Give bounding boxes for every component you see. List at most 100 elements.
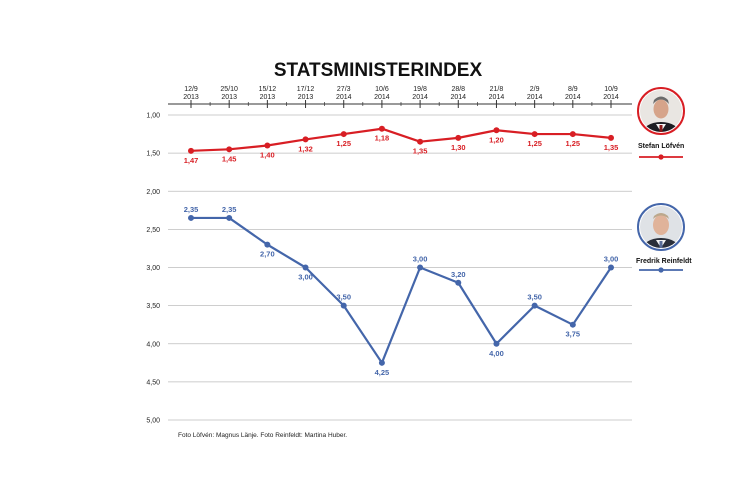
data-label: 3,50 bbox=[527, 293, 542, 302]
x-tick-label: 15/12 bbox=[259, 86, 277, 93]
data-label: 1,40 bbox=[260, 151, 275, 160]
x-tick-label-year: 2014 bbox=[489, 94, 505, 101]
y-tick-label: 5,00 bbox=[146, 418, 160, 425]
lofven-portrait bbox=[637, 87, 685, 135]
legend-label-lofven: Stefan Löfvén bbox=[638, 143, 684, 150]
x-tick-label-year: 2013 bbox=[298, 94, 314, 101]
data-point bbox=[493, 340, 500, 347]
series-line bbox=[191, 216, 612, 364]
data-point bbox=[226, 146, 233, 153]
data-label: 4,25 bbox=[375, 368, 390, 377]
data-point bbox=[531, 131, 538, 138]
x-tick-label-year: 2013 bbox=[183, 94, 199, 101]
y-tick-label: 4,50 bbox=[146, 379, 160, 386]
y-tick-label: 3,00 bbox=[146, 265, 160, 272]
data-point bbox=[569, 131, 576, 138]
data-point bbox=[264, 142, 271, 149]
x-axis: 12/9201325/10201315/12201317/12201327/32… bbox=[168, 86, 632, 108]
series-0: 1,47 1,45 1,40 1,32 1,25 1,18 1,35 1,30 1,20 1,25… bbox=[184, 125, 619, 165]
legend-marker-reinfeldt bbox=[658, 267, 664, 273]
legend-fredrik-reinfeldt: Fredrik Reinfeldt bbox=[636, 203, 692, 273]
data-label: 1,25 bbox=[566, 139, 581, 148]
x-tick-label: 10/6 bbox=[375, 86, 389, 93]
data-label: 1,45 bbox=[222, 154, 237, 163]
x-tick-label-year: 2013 bbox=[260, 94, 276, 101]
data-point bbox=[264, 241, 271, 248]
data-label: 3,20 bbox=[451, 270, 466, 279]
data-label: 1,32 bbox=[298, 144, 313, 153]
y-tick-label: 2,00 bbox=[146, 189, 160, 196]
data-point bbox=[340, 131, 347, 138]
data-label: 1,35 bbox=[604, 143, 619, 152]
x-tick-label: 17/12 bbox=[297, 86, 315, 93]
x-tick-label: 21/8 bbox=[490, 86, 504, 93]
data-point bbox=[608, 134, 614, 141]
x-tick-label-year: 2014 bbox=[374, 94, 390, 101]
y-tick-label: 1,50 bbox=[146, 151, 160, 158]
x-tick-label-year: 2013 bbox=[221, 94, 237, 101]
reinfeldt-portrait bbox=[637, 203, 685, 251]
x-tick-label: 2/9 bbox=[530, 86, 540, 93]
data-point bbox=[493, 127, 500, 134]
data-label: 3,00 bbox=[413, 255, 428, 264]
data-point bbox=[608, 264, 614, 271]
y-tick-label: 4,00 bbox=[146, 341, 160, 348]
data-label: 1,18 bbox=[375, 134, 390, 143]
grid-lines bbox=[168, 114, 632, 421]
chart-title: STATSMINISTERINDEX bbox=[274, 60, 483, 81]
data-label: 1,25 bbox=[336, 139, 351, 148]
x-tick-label: 25/10 bbox=[220, 86, 238, 93]
data-label: 1,25 bbox=[527, 139, 542, 148]
data-label: 1,30 bbox=[451, 143, 466, 152]
data-point bbox=[302, 264, 309, 271]
x-tick-label: 12/9 bbox=[184, 86, 198, 93]
y-tick-label: 3,50 bbox=[146, 303, 160, 310]
x-tick-label: 10/9 bbox=[604, 86, 618, 93]
data-label: 3,50 bbox=[336, 293, 351, 302]
x-tick-label-year: 2014 bbox=[527, 94, 543, 101]
data-label: 2,70 bbox=[260, 250, 275, 259]
x-tick-label-year: 2014 bbox=[565, 94, 581, 101]
data-point bbox=[455, 279, 462, 286]
data-point bbox=[378, 125, 385, 132]
legend-marker-lofven bbox=[658, 154, 664, 160]
data-point bbox=[569, 321, 576, 328]
data-label: 3,75 bbox=[566, 330, 581, 339]
data-label: 1,47 bbox=[184, 156, 199, 165]
y-axis: 1,00 1,50 2,00 2,50 3,00 3,50 4,00 4,50 5,00 bbox=[146, 113, 160, 425]
data-point bbox=[226, 214, 233, 221]
x-tick-label: 28/8 bbox=[451, 86, 465, 93]
legend-stefan-lofven: Stefan Löfvén bbox=[637, 87, 685, 160]
data-point bbox=[188, 147, 194, 154]
data-point bbox=[378, 359, 385, 366]
data-point bbox=[188, 214, 194, 221]
x-tick-label-year: 2014 bbox=[450, 94, 466, 101]
y-tick-label: 1,00 bbox=[146, 113, 160, 120]
x-tick-label: 8/9 bbox=[568, 86, 578, 93]
data-point bbox=[340, 302, 347, 309]
data-label: 3,00 bbox=[298, 273, 313, 282]
series-line bbox=[190, 127, 612, 152]
y-tick-label: 2,50 bbox=[146, 227, 160, 234]
data-label: 3,00 bbox=[604, 255, 619, 264]
x-tick-label: 19/8 bbox=[413, 86, 427, 93]
data-label: 2,35 bbox=[184, 205, 199, 214]
data-label: 4,00 bbox=[489, 349, 504, 358]
data-point bbox=[531, 302, 538, 309]
x-tick-label-year: 2014 bbox=[603, 94, 619, 101]
x-tick-label-year: 2014 bbox=[336, 94, 352, 101]
data-point bbox=[417, 264, 424, 271]
series-1: 2,35 2,35 2,70 3,00 3,50 4,25 3,00 3,20 4,00 3,50… bbox=[184, 205, 619, 377]
data-label: 1,35 bbox=[413, 147, 428, 156]
x-tick-label: 27/3 bbox=[337, 86, 351, 93]
data-point bbox=[302, 136, 309, 143]
x-tick-label-year: 2014 bbox=[412, 94, 428, 101]
legend-label-reinfeldt: Fredrik Reinfeldt bbox=[636, 258, 692, 265]
data-point bbox=[455, 134, 462, 141]
series-layer: 1,47 1,45 1,40 1,32 1,25 1,18 1,35 1,30 1,20 1,25… bbox=[184, 125, 619, 377]
data-label: 1,20 bbox=[489, 135, 504, 144]
data-point bbox=[417, 138, 424, 145]
photo-credit: Foto Löfvén: Magnus Länje. Foto Reinfeld… bbox=[178, 432, 347, 439]
data-label: 2,35 bbox=[222, 205, 237, 214]
